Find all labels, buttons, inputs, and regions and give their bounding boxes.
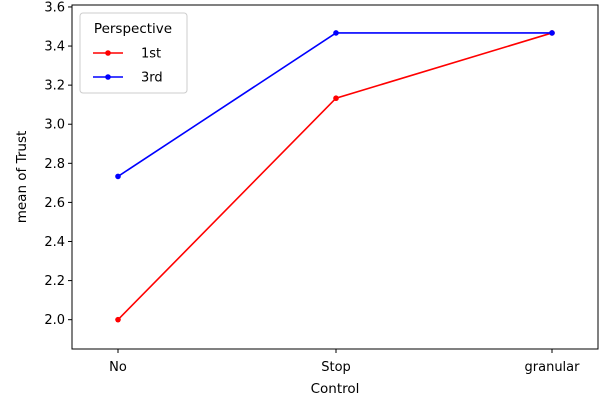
- data-point: [115, 316, 121, 323]
- legend-marker: [105, 74, 111, 80]
- legend-label: 1st: [141, 47, 161, 62]
- y-tick-label: 2.2: [44, 274, 65, 289]
- legend-title: Perspective: [94, 21, 172, 37]
- y-tick-label: 2.8: [44, 157, 65, 172]
- plot-frame: [71, 4, 599, 350]
- data-point: [115, 173, 121, 180]
- data-point: [333, 95, 339, 102]
- series-layer: [115, 30, 555, 323]
- legend-item: 1st: [93, 47, 161, 62]
- y-tick-label: 3.2: [44, 79, 65, 94]
- y-tick-label: 2.6: [44, 196, 65, 211]
- y-tick-label: 3.0: [44, 118, 65, 133]
- legend-box: [79, 12, 188, 94]
- legend: Perspective 1st 3rd: [79, 12, 188, 94]
- data-point: [333, 30, 339, 36]
- x-tick-label: Stop: [321, 360, 351, 375]
- y-tick-label: 2.0: [44, 313, 65, 328]
- plot-area: [71, 4, 599, 350]
- y-axis-label: mean of Trust: [14, 131, 30, 224]
- y-axis: 2.0 2.2 2.4 2.6 2.8 3.0 3.2 3.4 3.6: [44, 0, 72, 328]
- y-tick-label: 3.4: [44, 40, 65, 55]
- legend-item: 3rd: [93, 71, 163, 86]
- legend-marker: [105, 50, 111, 56]
- y-tick-label: 3.6: [44, 0, 65, 15]
- x-axis-label: Control: [311, 381, 360, 397]
- x-tick-label: granular: [525, 360, 581, 375]
- y-tick-label: 2.4: [44, 235, 65, 250]
- data-point: [549, 30, 555, 36]
- x-tick-label: No: [109, 360, 127, 375]
- legend-label: 3rd: [141, 71, 163, 86]
- series-3rd: [115, 30, 555, 180]
- x-axis: No Stop granular: [109, 349, 580, 375]
